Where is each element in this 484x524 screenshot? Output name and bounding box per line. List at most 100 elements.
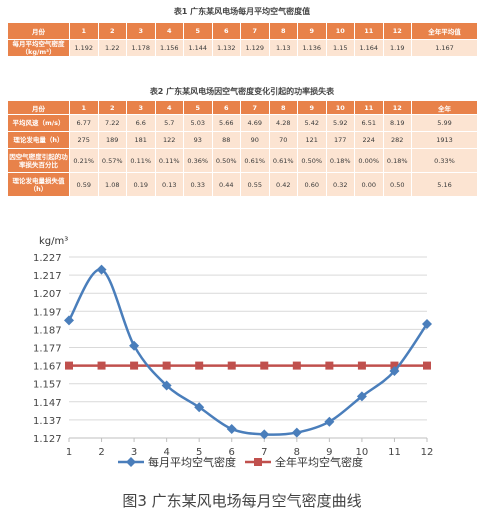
table1-cell: 1.22 — [97, 39, 127, 57]
table1-header-cell: 12 — [382, 22, 412, 40]
table2-cell: 5.42 — [297, 114, 327, 132]
y-unit-label: kg/m³ — [39, 236, 68, 247]
table2-data-row: 平均风速（m/s） 6.77 7.22 6.6 5.7 5.03 5.66 4.69 4.28 5… — [7, 114, 478, 132]
table2-cell: 7.22 — [97, 114, 127, 132]
table2-cell: 0.11% — [154, 148, 184, 173]
table1: 月份 1 2 3 4 5 6 7 8 9 10 11 12 全年平均值 每月平均空气密度（kg/m³） 1.… — [7, 22, 478, 57]
table2-cell: 0.50% — [211, 148, 241, 173]
table2-cell: 6.6 — [126, 114, 156, 132]
table2-cell: 0.21% — [69, 148, 99, 173]
x-tick-label: 7 — [261, 447, 267, 458]
table1-cell: 1.136 — [297, 39, 327, 57]
table2-header-cell: 7 — [240, 100, 270, 115]
series-point-square — [162, 361, 171, 370]
table2-cell: 0.32 — [325, 172, 355, 197]
y-tick-label: 1.217 — [33, 271, 62, 282]
series-point-square — [357, 361, 366, 370]
table2-cell: 0.60 — [297, 172, 327, 197]
table2-cell: 181 — [126, 131, 156, 149]
x-tick-label: 11 — [388, 447, 401, 458]
x-tick-label: 10 — [356, 447, 369, 458]
series-point-square — [65, 361, 73, 370]
table2-header-cell: 8 — [268, 100, 298, 115]
x-tick-label: 5 — [196, 447, 202, 458]
series-point-diamond — [96, 264, 107, 275]
table2-cell: 93 — [183, 131, 213, 149]
y-tick-label: 1.207 — [33, 289, 62, 300]
table1-header-cell: 9 — [297, 22, 327, 40]
table1-cell: 1.167 — [411, 39, 478, 57]
table1-row-label: 每月平均空气密度（kg/m³） — [7, 39, 70, 57]
series-point-diamond — [356, 391, 367, 402]
series-point-square — [130, 361, 139, 370]
x-tick-label: 6 — [229, 447, 235, 458]
table2-cell: 0.18% — [382, 148, 412, 173]
y-tick-label: 1.157 — [33, 380, 62, 391]
series-point-diamond — [324, 416, 335, 427]
table1-caption: 表1 广东某风电场每月平均空气密度值 — [173, 7, 311, 16]
table2-cell: 177 — [325, 131, 355, 149]
density-line-chart: 1.127 1.137 1.147 1.157 1.167 1.177 1.187 1.197… — [33, 236, 434, 469]
table1-header-cell: 11 — [354, 22, 384, 40]
table2-cell: 0.55 — [240, 172, 270, 197]
table2: 月份 1 2 3 4 5 6 7 8 9 10 11 12 全年 平均风速（m/s） 6.77 7.22 6.6… — [7, 100, 478, 197]
table1-cell: 1.129 — [240, 39, 270, 57]
table1-data-row: 每月平均空气密度（kg/m³） 1.192 1.22 1.178 1.156 1.144 1… — [7, 39, 478, 57]
table2-header-cell: 5 — [183, 100, 213, 115]
table2-row-label: 理论发电量（h） — [7, 131, 70, 149]
x-tick-label: 12 — [421, 447, 434, 458]
legend-label: 全年平均空气密度 — [275, 455, 363, 469]
table2-cell: 6.51 — [354, 114, 384, 132]
table2-data-row: 理论发电量损失值（h） 0.59 1.08 0.19 0.13 0.33 0.44 0.55 0… — [7, 172, 478, 197]
x-tick-label: 3 — [131, 447, 137, 458]
table2-cell: 0.11% — [126, 148, 156, 173]
table2-cell: 0.57% — [97, 148, 127, 173]
table2-cell: 1913 — [411, 131, 478, 149]
series-point-diamond — [259, 429, 270, 440]
table2-header-cell: 全年 — [411, 100, 478, 115]
table2-cell: 282 — [382, 131, 412, 149]
y-tick-label: 1.197 — [33, 307, 62, 318]
table2-cell: 90 — [240, 131, 270, 149]
table2-header-cell: 12 — [382, 100, 412, 115]
table2-cell: 5.66 — [211, 114, 241, 132]
table2-row-label: 因空气密度引起的功率损失百分比 — [7, 148, 70, 173]
table2-cell: 0.50 — [382, 172, 412, 197]
series-point-square — [195, 361, 204, 370]
y-tick-label: 1.227 — [33, 253, 62, 264]
table1-cell: 1.156 — [154, 39, 184, 57]
y-tick-label: 1.177 — [33, 344, 62, 355]
y-tick-label: 1.187 — [33, 325, 62, 336]
series-point-diamond — [129, 340, 140, 351]
table2-cell: 0.00% — [354, 148, 384, 173]
series-point-square — [292, 361, 301, 370]
table1-header-cell: 6 — [211, 22, 241, 40]
table2-header-cell: 3 — [126, 100, 156, 115]
y-tick-label: 1.137 — [33, 416, 62, 427]
series-point-square — [325, 361, 334, 370]
table2-cell: 0.33 — [183, 172, 213, 197]
table2-cell: 0.33% — [411, 148, 478, 173]
x-tick-label: 2 — [98, 447, 104, 458]
series-point-diamond — [422, 318, 432, 329]
series-point-diamond — [194, 402, 205, 413]
table1-header-cell: 5 — [183, 22, 213, 40]
table2-cell: 0.61% — [240, 148, 270, 173]
table2-cell: 0.61% — [268, 148, 298, 173]
table2-cell: 5.16 — [411, 172, 478, 197]
table1-header-row: 月份 1 2 3 4 5 6 7 8 9 10 11 12 全年平均值 — [7, 22, 478, 40]
table2-header-cell: 2 — [97, 100, 127, 115]
x-tick-label: 9 — [326, 447, 332, 458]
y-tick-label: 1.127 — [33, 434, 62, 445]
table2-cell: 88 — [211, 131, 241, 149]
table1-cell: 1.19 — [382, 39, 412, 57]
series-point-diamond — [291, 427, 302, 438]
table1-header-cell: 2 — [97, 22, 127, 40]
table2-data-row: 因空气密度引起的功率损失百分比 0.21% 0.57% 0.11% 0.11% 0.36%… — [7, 148, 478, 173]
table2-cell: 122 — [154, 131, 184, 149]
table2-cell: 224 — [354, 131, 384, 149]
table2-header-cell: 月份 — [7, 100, 70, 115]
table1-header-cell: 月份 — [7, 22, 70, 40]
table2-cell: 0.59 — [69, 172, 99, 197]
table2-cell: 70 — [268, 131, 298, 149]
